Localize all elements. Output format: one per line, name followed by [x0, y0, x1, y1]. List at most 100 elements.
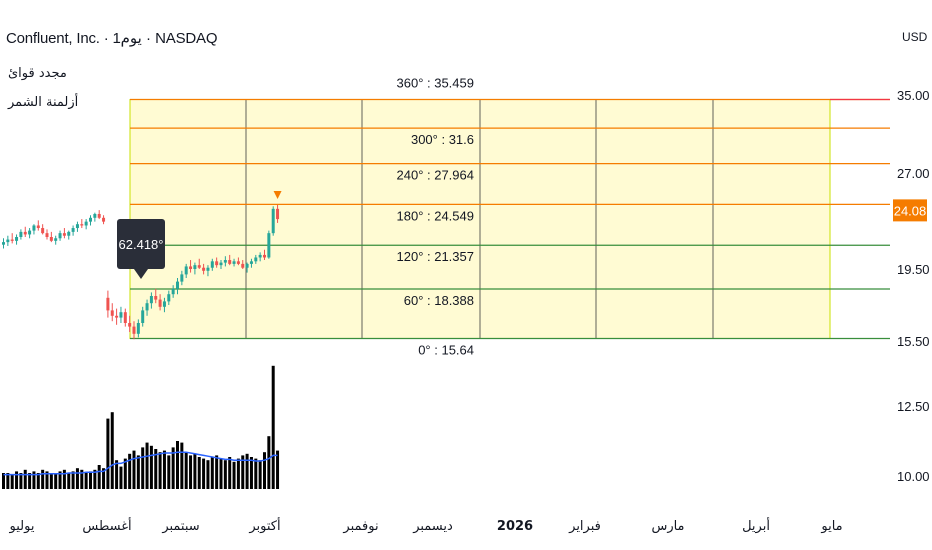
volume-bar — [132, 450, 136, 489]
volume-bar — [10, 474, 14, 489]
indicator-legend-1[interactable]: مجدد قوائ — [8, 66, 67, 81]
candle-body — [75, 224, 79, 229]
volume-bar — [15, 471, 19, 489]
price-axis-label: 35.00 — [897, 88, 930, 103]
time-axis-label: 2026 — [497, 519, 533, 534]
volume-bar — [254, 458, 258, 489]
candle-body — [176, 281, 179, 289]
price-axis-label: 15.50 — [897, 334, 930, 349]
candle-body — [223, 260, 227, 263]
volume-bar — [271, 365, 275, 489]
candle-body — [206, 267, 210, 271]
candle-body — [184, 266, 188, 275]
candle-body — [58, 233, 62, 239]
volume-bar — [228, 457, 232, 489]
candle-body — [258, 254, 262, 258]
price-axis-label: 12.50 — [897, 399, 930, 414]
time-axis-label: ديسمبر — [412, 519, 453, 534]
candle-body — [41, 228, 45, 234]
candle-body — [145, 303, 149, 311]
time-axis-label: أكتوبر — [248, 517, 280, 534]
candle-body — [193, 265, 197, 269]
volume-bar — [106, 418, 110, 489]
time-axis-label: أغسطس — [82, 517, 131, 534]
current-price-label: 24.08 — [894, 203, 927, 218]
volume-bar — [245, 453, 249, 489]
volume-bar — [184, 452, 188, 489]
candle-body — [97, 213, 101, 218]
volume-bar — [241, 455, 245, 489]
candle-body — [232, 261, 236, 264]
candle-body — [267, 233, 271, 258]
gann-level-label: 300° : 31.6 — [411, 132, 474, 147]
candle-body — [197, 265, 201, 268]
volume-bar — [28, 473, 32, 489]
candle-body — [62, 233, 66, 236]
candle-body — [119, 312, 123, 318]
candle-body — [32, 225, 36, 231]
symbol-title[interactable]: Confluent, Inc. · 1يوم · NASDAQ — [6, 30, 218, 47]
candle-body — [141, 310, 145, 323]
candle-body — [80, 224, 84, 226]
candle-body — [158, 299, 162, 307]
volume-bar — [258, 460, 262, 489]
candle-body — [115, 315, 119, 318]
volume-bar — [232, 461, 236, 489]
volume-bar — [267, 436, 271, 489]
candle-body — [49, 237, 53, 241]
volume-bar — [223, 460, 227, 489]
volume-bar — [80, 469, 84, 489]
currency-label[interactable]: USD — [902, 30, 928, 44]
volume-bar — [154, 449, 158, 489]
price-axis-label: 27.00 — [897, 166, 930, 181]
candle-body — [180, 274, 184, 282]
time-axis-label: نوفمبر — [342, 519, 378, 534]
gann-level-label: 120° : 21.357 — [397, 249, 475, 264]
candle-body — [128, 323, 132, 327]
volume-bar — [41, 469, 45, 489]
candle-body — [241, 263, 245, 268]
volume-bar — [128, 453, 132, 489]
volume-bar — [62, 469, 66, 489]
volume-bar — [158, 452, 162, 489]
candle-body — [132, 326, 136, 334]
candle-body — [245, 263, 249, 268]
candle-body — [36, 225, 40, 229]
volume-bar — [23, 469, 27, 489]
volume-bar — [167, 455, 171, 489]
candle-body — [236, 261, 240, 264]
candle-body — [89, 217, 92, 222]
volume-bar — [36, 473, 40, 489]
volume-bar — [189, 455, 193, 489]
time-axis-label: سبتمبر — [161, 519, 199, 534]
angle-tooltip-pointer — [134, 269, 148, 279]
volume-bar — [219, 458, 223, 489]
candle-body — [15, 237, 19, 241]
candle-body — [110, 310, 114, 316]
volume-bar — [263, 452, 266, 489]
candle-body — [71, 228, 75, 232]
volume-bar — [115, 460, 119, 489]
volume-bar — [276, 450, 280, 489]
candle-body — [136, 323, 140, 334]
gann-level-label: 180° : 24.549 — [397, 208, 475, 223]
volume-bar — [210, 457, 214, 489]
volume-ma-line — [3, 451, 278, 476]
volume-bar — [149, 445, 153, 489]
indicator-legend-2[interactable]: أزلمنة الشمر — [8, 95, 79, 110]
volume-bar — [58, 471, 62, 489]
candle-body — [254, 257, 258, 262]
candle-body — [54, 238, 58, 241]
volume-bar — [93, 469, 97, 489]
candle-body — [271, 208, 275, 234]
time-axis-label: فبراير — [568, 519, 601, 534]
candle-body — [167, 294, 171, 302]
candle-body — [228, 260, 232, 264]
candle-body — [249, 261, 253, 264]
candle-body — [171, 288, 175, 295]
volume-bar — [32, 471, 36, 489]
gann-level-label: 60° : 18.388 — [404, 293, 474, 308]
volume-bar — [197, 457, 201, 489]
volume-bar — [49, 473, 53, 489]
